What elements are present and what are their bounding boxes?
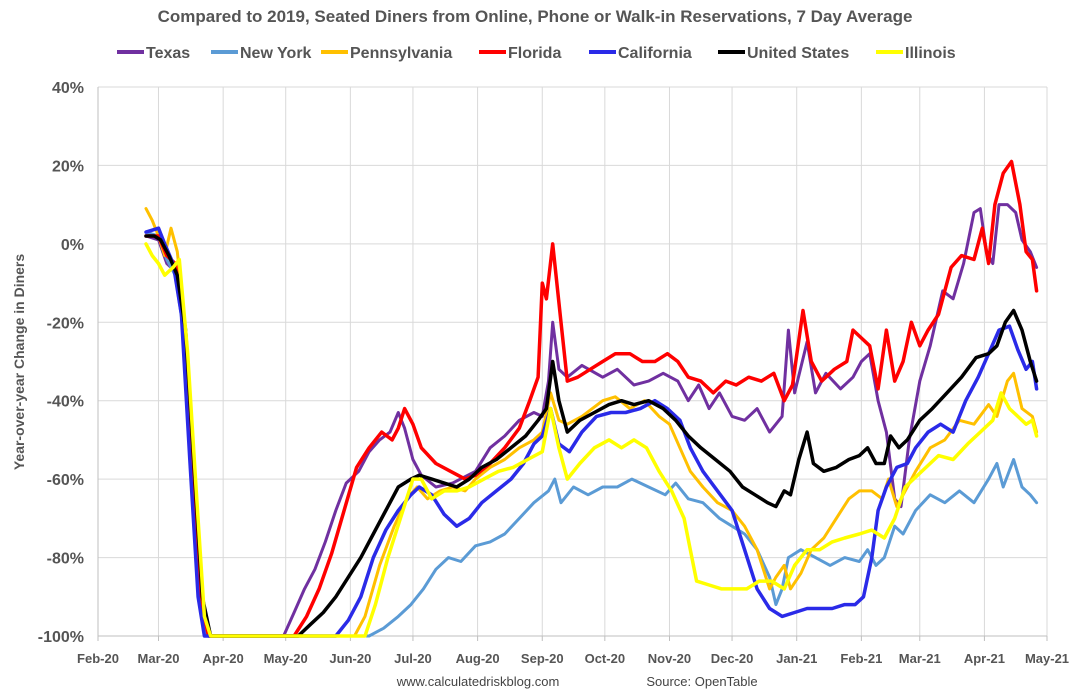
y-tick-label: -60% bbox=[47, 472, 84, 489]
series-line-texas bbox=[144, 203, 1039, 638]
x-tick-label: Apr-21 bbox=[964, 651, 1005, 666]
series-line-florida bbox=[144, 159, 1039, 638]
x-axis: Feb-20 Mar-20 Apr-20 May-20 Jun-20 Jul-20 Aug-… bbox=[77, 636, 1069, 666]
y-axis: -100% -80% -60% -40% -20% 0% 20% 40% bbox=[38, 80, 84, 646]
legend-label-florida: Florida bbox=[508, 45, 561, 62]
x-tick-label: Jun-20 bbox=[329, 651, 371, 666]
y-tick-label: 0% bbox=[61, 237, 84, 254]
x-tick-label: Mar-20 bbox=[138, 651, 180, 666]
chart-title: Compared to 2019, Seated Diners from Onl… bbox=[158, 7, 913, 26]
x-tick-label: Jan-21 bbox=[776, 651, 817, 666]
x-tick-label: Oct-20 bbox=[585, 651, 625, 666]
legend-label-new-york: New York bbox=[240, 45, 312, 62]
x-tick-label: May-21 bbox=[1025, 651, 1069, 666]
x-tick-label: Apr-20 bbox=[203, 651, 244, 666]
x-tick-label: Jul-20 bbox=[394, 651, 432, 666]
legend-label-pennsylvania: Pennsylvania bbox=[350, 45, 452, 62]
y-tick-label: -100% bbox=[38, 629, 84, 646]
x-tick-label: Mar-21 bbox=[899, 651, 941, 666]
footer-website: www.calculatedriskblog.com bbox=[396, 674, 560, 689]
y-tick-label: -20% bbox=[47, 315, 84, 332]
x-tick-label: Feb-20 bbox=[77, 651, 119, 666]
legend-label-california: California bbox=[618, 45, 692, 62]
series-lines bbox=[144, 159, 1039, 638]
y-tick-label: -80% bbox=[47, 551, 84, 568]
x-tick-label: Dec-20 bbox=[711, 651, 754, 666]
y-tick-label: 40% bbox=[52, 80, 84, 97]
legend-label-texas: Texas bbox=[146, 45, 190, 62]
legend-label-illinois: Illinois bbox=[905, 45, 956, 62]
y-axis-label: Year-over-year Change in Diners bbox=[11, 254, 27, 471]
series-line-united-states bbox=[144, 234, 1039, 638]
series-line-new-york bbox=[144, 230, 1039, 638]
series-line-california bbox=[144, 226, 1039, 638]
x-tick-label: May-20 bbox=[264, 651, 308, 666]
legend: Texas New York Pennsylvania Florida Californ… bbox=[117, 45, 956, 62]
footer-source: Source: OpenTable bbox=[646, 674, 757, 689]
x-tick-label: Sep-20 bbox=[521, 651, 564, 666]
legend-label-united-states: United States bbox=[747, 45, 849, 62]
x-tick-label: Aug-20 bbox=[456, 651, 500, 666]
series-line-illinois bbox=[144, 242, 1039, 638]
y-tick-label: 20% bbox=[52, 158, 84, 175]
x-tick-label: Nov-20 bbox=[648, 651, 691, 666]
y-tick-label: -40% bbox=[47, 394, 84, 411]
x-tick-label: Feb-21 bbox=[840, 651, 882, 666]
